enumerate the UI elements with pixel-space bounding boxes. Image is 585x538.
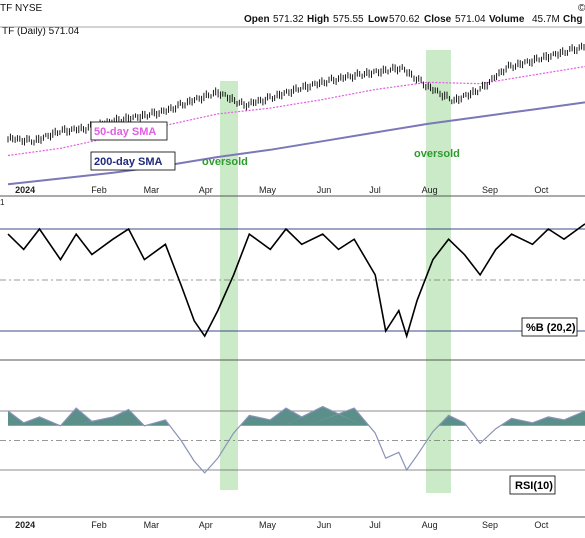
corner-mark: © xyxy=(578,3,585,14)
month-tick-label: Apr xyxy=(199,185,213,195)
month-tick-label: Sep xyxy=(482,185,498,195)
month-tick-label: Mar xyxy=(144,520,160,530)
month-tick-label: Jun xyxy=(317,185,332,195)
pctb-label: %B (20,2) xyxy=(526,322,576,334)
month-tick-label: Jul xyxy=(369,520,381,530)
high-value: 575.55 xyxy=(333,14,364,25)
month-tick-label: Sep xyxy=(482,520,498,530)
month-tick-label: Oct xyxy=(534,520,549,530)
ohlc-readout: Open 571.32 High 575.55 Low 570.62 Close… xyxy=(244,14,582,25)
sma200-label: 200-day SMA xyxy=(94,156,163,168)
volume-value: 45.7M xyxy=(532,14,560,25)
low-value: 570.62 xyxy=(389,14,420,25)
month-tick-label: 2024 xyxy=(15,520,35,530)
oversold-label-2: oversold xyxy=(414,148,460,160)
pctb-label-box xyxy=(521,317,578,337)
month-tick-label: May xyxy=(259,185,277,195)
sma50-label: 50-day SMA xyxy=(94,126,156,138)
month-tick-label: 2024 xyxy=(15,185,35,195)
sma200-label-box xyxy=(90,151,176,171)
sma50-line xyxy=(7,65,585,157)
month-tick-label: Feb xyxy=(91,185,107,195)
rsi-label-box xyxy=(509,475,556,495)
month-tick-label: Jul xyxy=(369,185,381,195)
month-tick-label: Mar xyxy=(144,185,160,195)
month-tick-label: Jun xyxy=(317,520,332,530)
volume-label: Volume xyxy=(489,14,525,25)
month-tick-label: Apr xyxy=(199,520,213,530)
open-label: Open xyxy=(244,14,270,25)
pctb-panel-corner: 1 xyxy=(0,198,5,207)
month-tick-label: May xyxy=(259,520,277,530)
month-tick-label: Aug xyxy=(422,520,438,530)
oversold-label-1: oversold xyxy=(202,156,248,168)
symbol-line: TF NYSE xyxy=(0,3,43,14)
price-bars xyxy=(7,42,585,146)
symbol-daily-line: TF (Daily) 571.04 xyxy=(2,26,80,37)
chg-label: Chg xyxy=(563,14,582,25)
open-value: 571.32 xyxy=(273,14,304,25)
month-tick-label: Aug xyxy=(422,185,438,195)
rsi-line xyxy=(7,405,585,474)
close-value: 571.04 xyxy=(455,14,486,25)
month-tick-label: Oct xyxy=(534,185,549,195)
month-tick-label: Feb xyxy=(91,520,107,530)
low-label: Low xyxy=(368,14,388,25)
pctb-line xyxy=(7,223,585,339)
sma50-label-box xyxy=(90,121,168,141)
sma200-line xyxy=(7,101,585,186)
rsi-overbought-fill xyxy=(8,406,585,426)
rsi-label: RSI(10) xyxy=(515,480,553,492)
month-axis-top: 2024 Feb Mar Apr May Jun Jul Aug Sep Oct xyxy=(15,185,549,195)
high-label: High xyxy=(307,14,329,25)
close-label: Close xyxy=(424,14,452,25)
month-axis-bottom: 2024 Feb Mar Apr May Jun Jul Aug Sep Oct xyxy=(15,520,549,530)
